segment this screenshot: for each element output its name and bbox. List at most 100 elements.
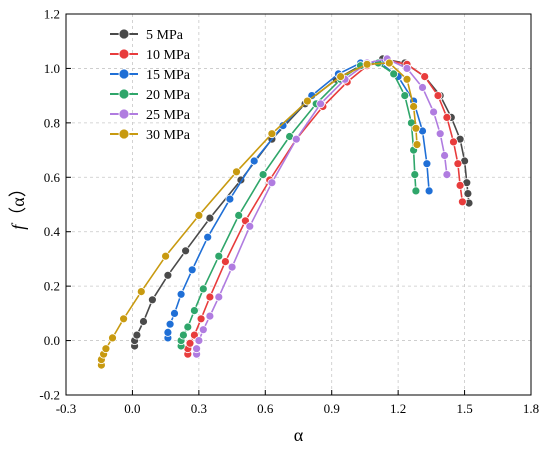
series-6 [97,58,422,370]
data-point [225,194,235,204]
x-tick-label: 1.2 [390,401,406,416]
data-point [249,156,259,166]
data-point [194,210,204,220]
legend: 5 MPa 10 MPa 15 MPa 20 MPa 25 MPa 30 MPa [110,28,191,143]
data-point [449,137,458,147]
legend-marker [118,28,130,40]
data-point [198,284,208,294]
axis-ticks: -0.3 0.0 0.3 0.6 0.9 1.2 1.5 1.8 -0.2 0.0 0.2 0.4 0.… [39,7,539,417]
data-point [165,319,175,329]
series-3 [163,58,434,343]
data-point [185,338,195,348]
series-4 [176,58,421,351]
data-point [170,308,179,318]
data-point [232,167,241,177]
legend-item: 5 MPa [110,28,184,43]
data-point [220,257,230,267]
legend-item: 15 MPa [110,68,191,83]
y-tick-label: 1.0 [44,61,60,76]
data-point [196,314,206,324]
legend-item: 20 MPa [110,88,191,103]
legend-label: 25 MPa [146,108,191,123]
data-point [101,344,111,354]
series-2 [183,55,467,359]
data-point [132,330,142,340]
data-point [189,306,199,316]
x-tick-label: 0.9 [324,401,340,416]
y-tick-label: -0.2 [39,388,60,403]
legend-label: 10 MPa [146,48,191,63]
y-tick-label: 0.4 [44,224,61,239]
legend-marker [118,48,130,60]
data-point [453,159,463,169]
data-point [429,107,439,117]
series-5 [192,54,452,359]
x-tick-label: 0.0 [124,401,140,416]
data-point [234,210,244,220]
data-point [108,333,117,343]
data-point [245,221,255,231]
data-point [194,336,204,346]
data-point [178,330,188,340]
x-tick-label: -0.3 [56,401,77,416]
data-point [316,99,326,109]
data-point [362,59,372,69]
data-point [163,270,173,280]
data-point [389,69,399,79]
data-point [302,96,312,106]
data-point [267,178,277,188]
data-point [192,344,202,354]
y-axis-label-argument: （α） [8,179,28,224]
data-point [420,72,430,81]
data-point [267,129,277,139]
data-point [455,180,465,190]
data-point [336,72,346,81]
data-point [412,140,422,150]
legend-marker [118,68,130,80]
data-point [400,91,410,100]
legend-label: 30 MPa [146,128,191,143]
data-point [424,186,434,196]
data-point [435,129,445,139]
legend-label: 15 MPa [146,68,191,83]
data-point [183,322,193,332]
data-point [119,314,128,324]
x-tick-label: 1.8 [523,401,539,416]
data-point [440,151,450,160]
x-tick-label: 0.3 [191,401,207,416]
data-point [410,170,420,180]
data-point [147,295,157,305]
legend-label: 5 MPa [146,28,184,43]
series-layer [97,54,474,370]
data-point [442,170,452,180]
legend-label: 20 MPa [146,88,191,103]
legend-marker [118,88,130,100]
data-point [402,74,412,84]
data-point [205,213,215,223]
plot-frame [65,13,532,396]
data-point [258,170,268,180]
data-point [198,325,208,335]
y-axis-label-symbol: f [8,222,28,230]
data-point [442,113,452,122]
data-point [463,189,473,199]
data-point [411,123,421,133]
y-tick-label: 0.0 [44,333,60,348]
data-point [203,232,213,242]
data-point [205,311,215,321]
series-line [187,59,464,355]
x-tick-label: 0.6 [257,401,274,416]
legend-marker [118,108,130,120]
x-axis-label: α [294,425,304,445]
y-tick-label: 0.6 [44,170,61,185]
data-point [205,292,215,302]
data-point [227,262,237,272]
data-point [181,246,191,256]
data-point [418,83,427,92]
legend-item: 25 MPa [110,108,191,123]
data-point [291,134,301,144]
legend-item: 30 MPa [110,128,191,143]
legend-item: 10 MPa [110,48,191,63]
data-point [163,327,173,337]
